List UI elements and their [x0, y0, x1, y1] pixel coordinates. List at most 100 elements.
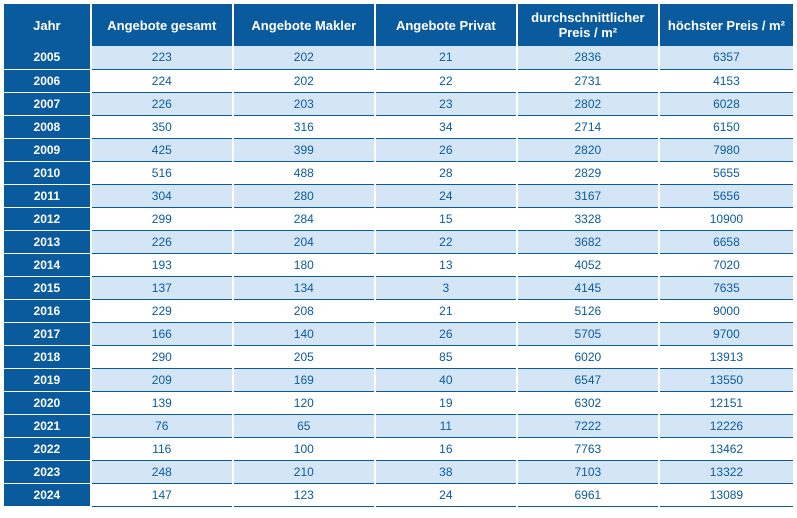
table-header: Jahr Angebote gesamt Angebote Makler Ang… — [4, 4, 793, 46]
cell-value: 9700 — [659, 322, 793, 345]
cell-value: 399 — [233, 138, 375, 161]
table-row: 201229928415332810900 — [4, 207, 793, 230]
cell-value: 2714 — [517, 115, 659, 138]
cell-value: 3682 — [517, 230, 659, 253]
cell-value: 23 — [375, 92, 517, 115]
cell-value: 13322 — [659, 460, 793, 483]
cell-value: 290 — [91, 345, 233, 368]
cell-value: 180 — [233, 253, 375, 276]
cell-value: 24 — [375, 483, 517, 506]
table-row: 20072262032328026028 — [4, 92, 793, 115]
col-header-max-price: höchster Preis / m² — [659, 4, 793, 46]
table-row: 20171661402657059700 — [4, 322, 793, 345]
cell-value: 208 — [233, 299, 375, 322]
col-header-broker: Angebote Makler — [233, 4, 375, 46]
cell-year: 2013 — [4, 230, 91, 253]
cell-value: 76 — [91, 414, 233, 437]
cell-year: 2014 — [4, 253, 91, 276]
cell-value: 166 — [91, 322, 233, 345]
cell-value: 140 — [233, 322, 375, 345]
cell-value: 11 — [375, 414, 517, 437]
table-row: 20094253992628207980 — [4, 138, 793, 161]
cell-value: 6028 — [659, 92, 793, 115]
cell-year: 2019 — [4, 368, 91, 391]
cell-value: 7222 — [517, 414, 659, 437]
cell-value: 65 — [233, 414, 375, 437]
cell-value: 3 — [375, 276, 517, 299]
cell-value: 7763 — [517, 437, 659, 460]
cell-value: 100 — [233, 437, 375, 460]
cell-year: 2005 — [4, 46, 91, 69]
table-row: 202211610016776313462 — [4, 437, 793, 460]
cell-value: 116 — [91, 437, 233, 460]
cell-value: 38 — [375, 460, 517, 483]
table-row: 20141931801340527020 — [4, 253, 793, 276]
table-row: 20113042802431675656 — [4, 184, 793, 207]
cell-value: 21 — [375, 299, 517, 322]
cell-value: 139 — [91, 391, 233, 414]
cell-value: 120 — [233, 391, 375, 414]
cell-year: 2021 — [4, 414, 91, 437]
cell-value: 4145 — [517, 276, 659, 299]
cell-value: 5656 — [659, 184, 793, 207]
cell-value: 425 — [91, 138, 233, 161]
cell-value: 12226 — [659, 414, 793, 437]
table-row: 20105164882828295655 — [4, 161, 793, 184]
col-header-year: Jahr — [4, 4, 91, 46]
cell-value: 226 — [91, 92, 233, 115]
col-header-avg-price: durchschnittlicher Preis / m² — [517, 4, 659, 46]
table-row: 201829020585602013913 — [4, 345, 793, 368]
cell-value: 9000 — [659, 299, 793, 322]
cell-value: 13089 — [659, 483, 793, 506]
cell-value: 137 — [91, 276, 233, 299]
table-row: 2015137134341457635 — [4, 276, 793, 299]
cell-year: 2006 — [4, 69, 91, 92]
cell-value: 13550 — [659, 368, 793, 391]
table-row: 20083503163427146150 — [4, 115, 793, 138]
table-row: 202013912019630212151 — [4, 391, 793, 414]
table-row: 20162292082151269000 — [4, 299, 793, 322]
table-row: 2021766511722212226 — [4, 414, 793, 437]
cell-value: 22 — [375, 69, 517, 92]
cell-year: 2020 — [4, 391, 91, 414]
col-header-total: Angebote gesamt — [91, 4, 233, 46]
cell-value: 223 — [91, 46, 233, 69]
cell-year: 2017 — [4, 322, 91, 345]
cell-value: 5705 — [517, 322, 659, 345]
table-row: 202414712324696113089 — [4, 483, 793, 506]
table-row: 20062242022227314153 — [4, 69, 793, 92]
table-row: 20132262042236826658 — [4, 230, 793, 253]
cell-value: 6357 — [659, 46, 793, 69]
cell-year: 2007 — [4, 92, 91, 115]
cell-value: 15 — [375, 207, 517, 230]
cell-year: 2009 — [4, 138, 91, 161]
cell-value: 4153 — [659, 69, 793, 92]
cell-value: 2802 — [517, 92, 659, 115]
cell-value: 6961 — [517, 483, 659, 506]
cell-value: 6020 — [517, 345, 659, 368]
data-table: Jahr Angebote gesamt Angebote Makler Ang… — [4, 4, 793, 507]
cell-value: 205 — [233, 345, 375, 368]
cell-value: 3328 — [517, 207, 659, 230]
cell-value: 12151 — [659, 391, 793, 414]
cell-value: 6150 — [659, 115, 793, 138]
cell-value: 147 — [91, 483, 233, 506]
cell-year: 2012 — [4, 207, 91, 230]
cell-value: 6547 — [517, 368, 659, 391]
col-header-private: Angebote Privat — [375, 4, 517, 46]
cell-value: 24 — [375, 184, 517, 207]
cell-value: 19 — [375, 391, 517, 414]
cell-value: 2731 — [517, 69, 659, 92]
cell-value: 202 — [233, 46, 375, 69]
cell-year: 2015 — [4, 276, 91, 299]
cell-value: 28 — [375, 161, 517, 184]
cell-value: 22 — [375, 230, 517, 253]
cell-value: 203 — [233, 92, 375, 115]
table-row: 202324821038710313322 — [4, 460, 793, 483]
cell-value: 516 — [91, 161, 233, 184]
cell-value: 10900 — [659, 207, 793, 230]
cell-value: 26 — [375, 138, 517, 161]
cell-value: 13913 — [659, 345, 793, 368]
cell-value: 304 — [91, 184, 233, 207]
cell-value: 6658 — [659, 230, 793, 253]
